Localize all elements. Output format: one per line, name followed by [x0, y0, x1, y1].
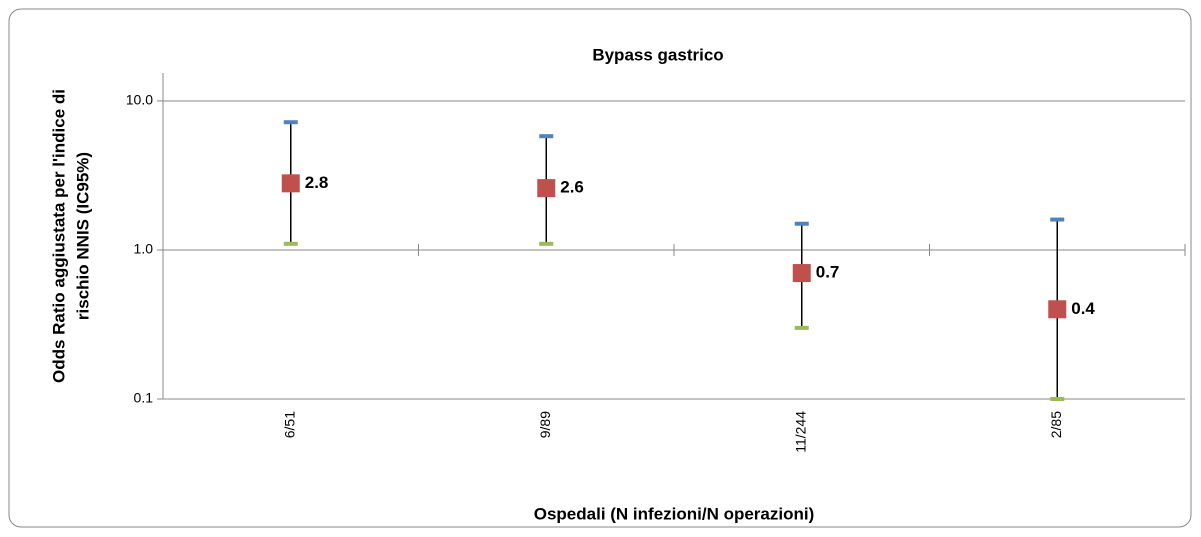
y-tick-label: 10.0: [126, 92, 153, 108]
chart-title: Bypass gastrico: [592, 45, 723, 64]
x-tick-label: 9/89: [537, 411, 553, 438]
y-tick-label: 1.0: [134, 241, 154, 257]
value-label: 0.4: [1071, 299, 1095, 318]
point: [537, 179, 556, 198]
x-tick-label: 6/51: [281, 411, 297, 438]
x-tick-label: 11/244: [792, 411, 808, 453]
y-tick-label: 0.1: [134, 390, 154, 406]
point: [281, 174, 300, 193]
y-axis-label: Odds Ratio aggiustata per l'indice di: [49, 89, 68, 383]
value-label: 2.8: [305, 173, 329, 192]
value-label: 2.6: [560, 178, 584, 197]
y-axis-label: rischio NNIS (IC95%): [73, 152, 92, 320]
point: [1048, 300, 1067, 319]
value-label: 0.7: [816, 263, 840, 282]
chart-border: [8, 8, 1192, 528]
x-tick-label: 2/85: [1048, 411, 1064, 438]
x-axis-label: Ospedali (N infezioni/N operazioni): [534, 504, 815, 523]
point: [792, 264, 811, 283]
